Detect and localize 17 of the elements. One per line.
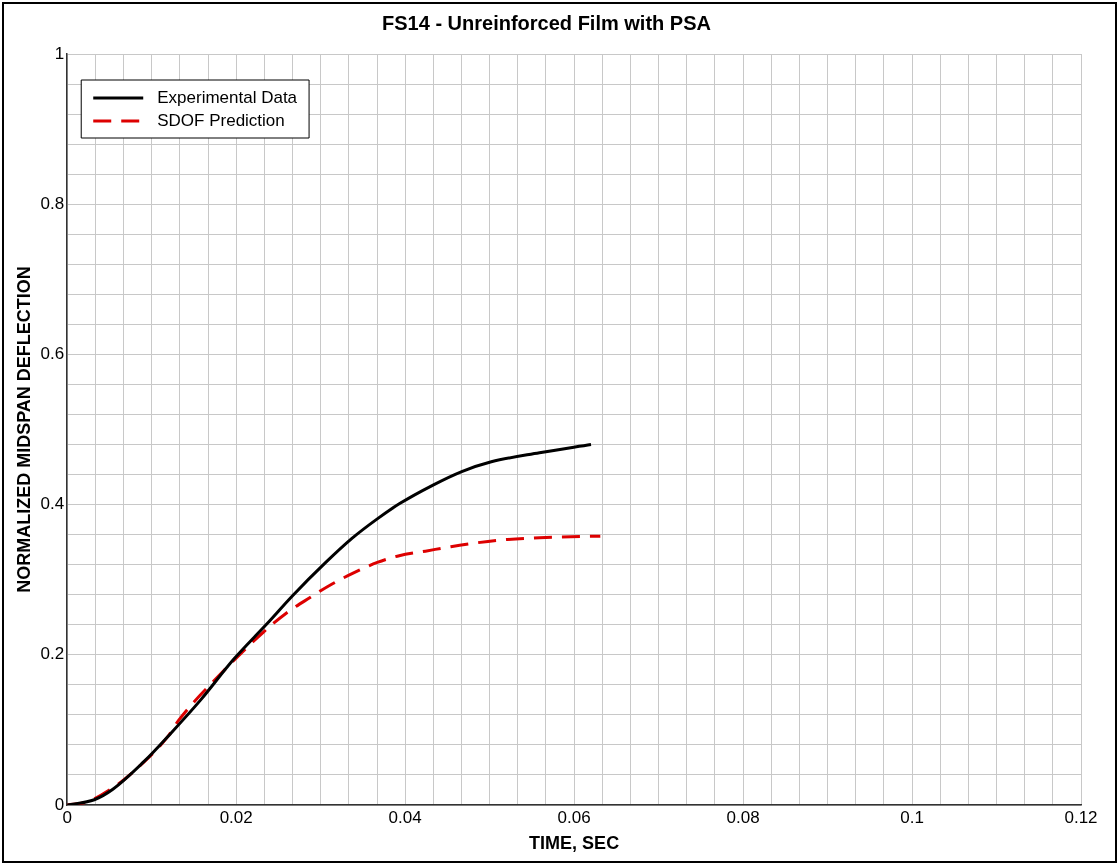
x-axis-title: TIME, SEC [529, 833, 620, 854]
y-tick-label: 1 [54, 43, 65, 63]
y-tick-label: 0.4 [40, 494, 65, 514]
x-tick-label: 0.08 [726, 807, 760, 827]
y-axis-title: NORMALIZED MIDSPAN DEFLECTION [13, 266, 34, 593]
legend-label: SDOF Prediction [157, 110, 285, 130]
y-tick-label: 0.8 [40, 193, 65, 213]
x-tick-label: 0.06 [557, 807, 591, 827]
y-tick-label: 0.2 [40, 644, 65, 664]
x-tick-label: 0.1 [900, 807, 924, 827]
x-tick-label: 0.02 [219, 807, 253, 827]
legend-label: Experimental Data [157, 87, 298, 107]
x-tick-label: 0.04 [388, 807, 422, 827]
line-series [67, 443, 593, 805]
x-tick-label: 0.12 [1064, 807, 1098, 827]
y-tick-label: 0.6 [40, 344, 65, 364]
chart-title: FS14 - Unreinforced Film with PSA [382, 11, 711, 34]
